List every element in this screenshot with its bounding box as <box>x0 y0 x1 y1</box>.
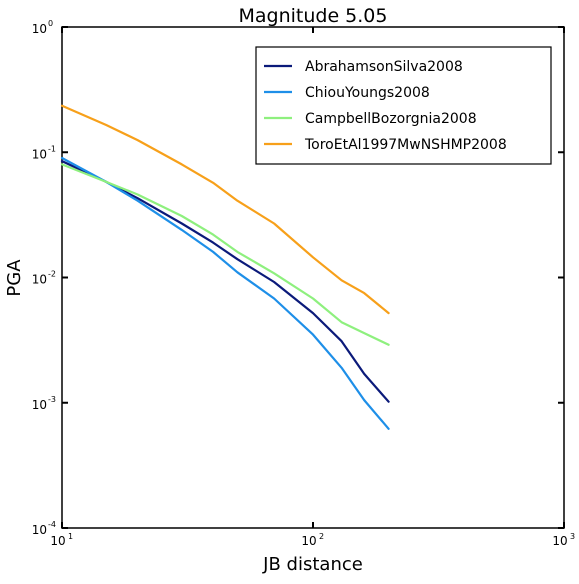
series-line-abrahamsonsilva2008 <box>60 160 390 403</box>
axis-ticks <box>61 26 565 529</box>
chart-title: Magnitude 5.05 <box>238 5 387 27</box>
x-tick-exponent: 1 <box>68 532 73 541</box>
legend-label: CampbellBozorgnia2008 <box>305 111 477 127</box>
x-tick-exponent: 2 <box>319 532 324 541</box>
y-axis-label: PGA <box>4 259 25 297</box>
y-tick-exponent: -4 <box>48 520 56 529</box>
y-tick-exponent: -2 <box>48 270 56 279</box>
y-tick-label: 10 <box>32 147 47 161</box>
y-tick-exponent: 0 <box>48 19 53 28</box>
y-tick-exponent: -3 <box>48 395 56 404</box>
y-tick-label: 10 <box>32 398 47 412</box>
legend-label: AbrahamsonSilva2008 <box>305 59 463 75</box>
y-tick-label: 10 <box>32 22 47 36</box>
series-line-campbellbozorgnia2008 <box>60 163 390 346</box>
x-tick-exponent: 3 <box>570 532 575 541</box>
y-tick-label: 10 <box>32 273 47 287</box>
x-tick-label: 10 <box>50 534 65 548</box>
series-line-toroetal1997mwnshmp2008 <box>60 104 390 315</box>
x-tick-label: 10 <box>301 534 316 548</box>
series-layer <box>60 104 390 430</box>
legend: AbrahamsonSilva2008 ChiouYoungs2008 Campbe… <box>255 46 552 165</box>
y-tick-label: 10 <box>32 523 47 537</box>
x-axis-label: JB distance <box>262 554 363 575</box>
legend-label: ToroEtAl1997MwNSHMP2008 <box>304 137 507 153</box>
legend-box <box>255 46 552 165</box>
y-tick-exponent: -1 <box>48 144 56 153</box>
x-tick-labels: 10 1 10 2 10 3 <box>50 532 575 548</box>
legend-label: ChiouYoungs2008 <box>305 85 430 101</box>
series-line-chiouyoungs2008 <box>60 156 390 430</box>
x-tick-label: 10 <box>552 534 567 548</box>
